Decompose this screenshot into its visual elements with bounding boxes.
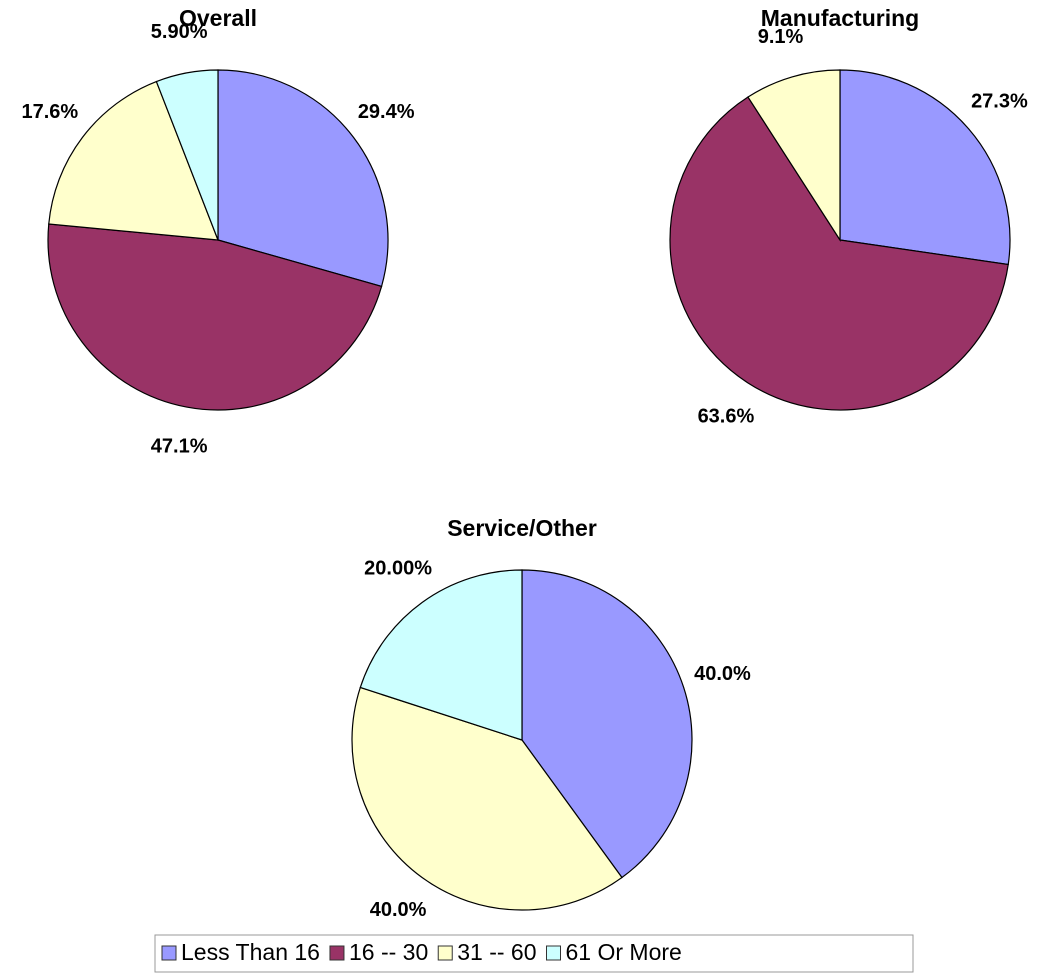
legend-swatch: [161, 945, 177, 961]
data-label: 40.0%: [370, 899, 427, 921]
legend-swatch: [437, 945, 453, 961]
data-label: 17.6%: [21, 101, 78, 123]
pie-slice: [669, 96, 1009, 411]
data-label: 9.1%: [758, 26, 804, 48]
pie-slice: [351, 686, 623, 911]
legend-label: 16 -- 30: [349, 939, 428, 965]
data-label: 63.6%: [698, 406, 755, 428]
data-label: 29.4%: [358, 101, 415, 123]
chart-title: Overall: [179, 5, 257, 31]
pie-slice: [48, 80, 219, 241]
legend-box: [154, 934, 914, 973]
legend-label: 31 -- 60: [457, 939, 536, 965]
pie-slice: [839, 69, 1011, 266]
legend-label: 61 Or More: [566, 939, 682, 965]
data-label: 5.90%: [151, 21, 208, 43]
legend-swatch: [329, 945, 345, 961]
pie-slice: [521, 569, 693, 879]
legend-swatch: [546, 945, 561, 961]
pie-slice: [47, 223, 383, 411]
chart-title: Manufacturing: [761, 5, 919, 31]
pie-slice: [359, 569, 523, 741]
pie-slice: [217, 69, 389, 288]
pie-slice: [155, 69, 219, 241]
data-label: 40.0%: [694, 663, 751, 685]
pie-slice: [747, 69, 841, 243]
data-label: 47.1%: [151, 435, 208, 457]
data-label: 20.00%: [364, 558, 432, 580]
data-label: 27.3%: [971, 90, 1028, 112]
legend-label: Less Than 16: [181, 939, 320, 965]
chart-title: Service/Other: [447, 515, 597, 541]
